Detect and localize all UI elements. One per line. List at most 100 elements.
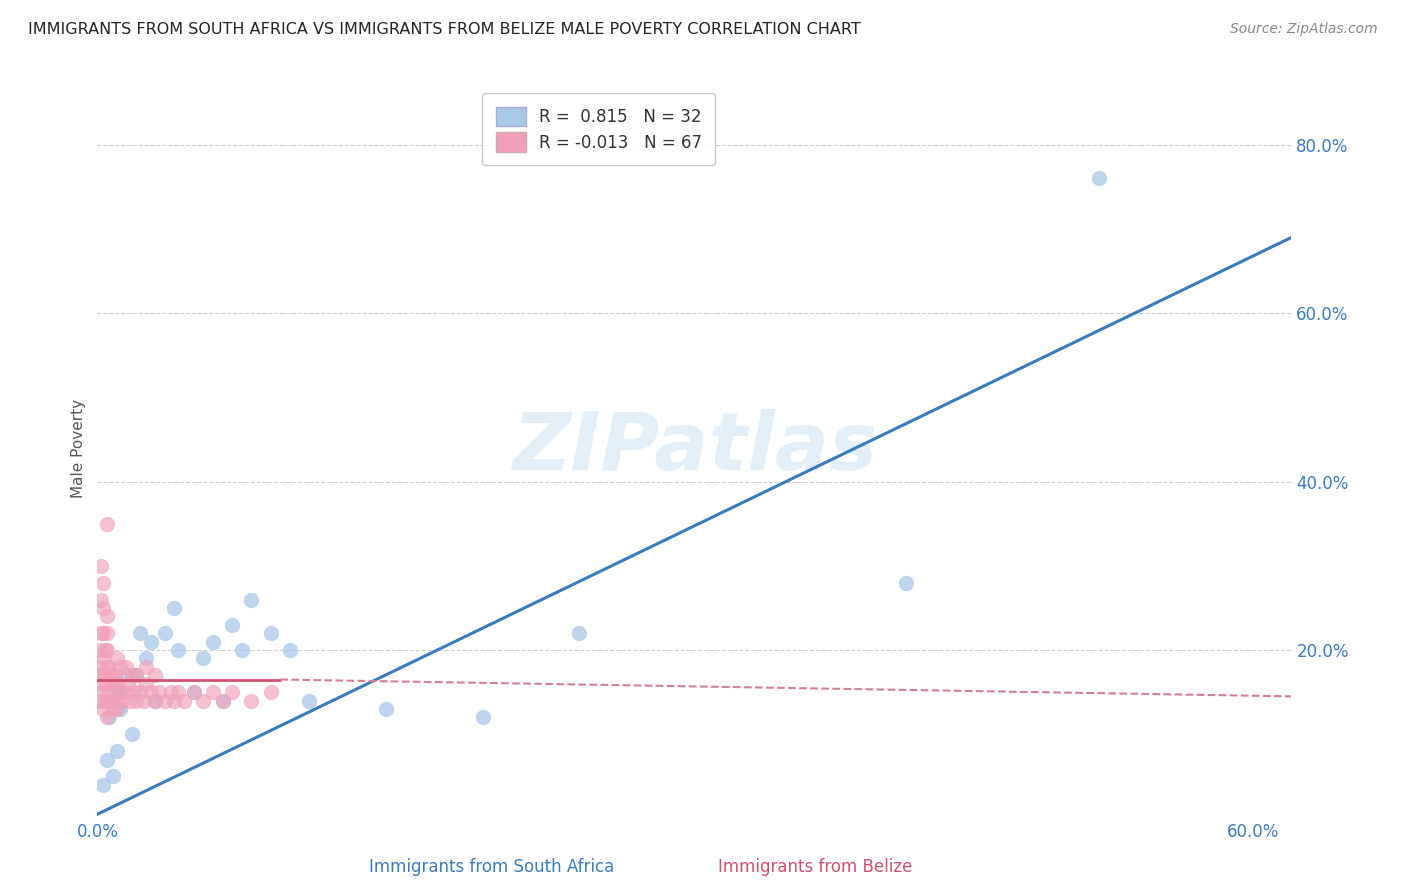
Point — [163, 601, 186, 615]
Point — [91, 778, 114, 792]
Point — [90, 626, 112, 640]
Point — [211, 693, 233, 707]
Point — [159, 685, 181, 699]
Point — [90, 558, 112, 573]
Point — [97, 685, 120, 699]
Point — [110, 685, 132, 699]
Point — [105, 685, 128, 699]
Point — [121, 727, 143, 741]
Point — [104, 668, 127, 682]
Point — [96, 516, 118, 531]
Point — [143, 668, 166, 682]
Point — [471, 710, 494, 724]
Point — [101, 769, 124, 783]
Point — [298, 693, 321, 707]
Point — [111, 693, 134, 707]
Point — [96, 643, 118, 657]
Point — [221, 685, 243, 699]
Point — [125, 668, 148, 682]
Point — [90, 660, 112, 674]
Text: Immigrants from South Africa: Immigrants from South Africa — [370, 858, 614, 876]
Point — [94, 693, 117, 707]
Point — [201, 685, 224, 699]
Point — [117, 677, 139, 691]
Point — [1088, 171, 1111, 186]
Point — [231, 643, 253, 657]
Point — [105, 677, 128, 691]
Point — [91, 651, 114, 665]
Point — [141, 634, 163, 648]
Point — [110, 660, 132, 674]
Point — [101, 702, 124, 716]
Point — [97, 710, 120, 724]
Point — [101, 677, 124, 691]
Point — [167, 643, 190, 657]
Text: Immigrants from Belize: Immigrants from Belize — [718, 858, 912, 876]
Point — [100, 693, 122, 707]
Point — [97, 660, 120, 674]
Point — [121, 668, 143, 682]
Point — [240, 693, 263, 707]
Point — [143, 693, 166, 707]
Point — [221, 617, 243, 632]
Point — [193, 651, 215, 665]
Point — [120, 693, 142, 707]
Point — [260, 626, 283, 640]
Point — [96, 609, 118, 624]
Point — [153, 626, 176, 640]
Point — [105, 702, 128, 716]
Point — [89, 668, 111, 682]
Point — [375, 702, 398, 716]
Point — [96, 626, 118, 640]
Point — [125, 668, 148, 682]
Point — [89, 643, 111, 657]
Point — [110, 702, 132, 716]
Point — [211, 693, 233, 707]
Point — [193, 693, 215, 707]
Point — [183, 685, 205, 699]
Point — [91, 702, 114, 716]
Point — [143, 693, 166, 707]
Point — [201, 634, 224, 648]
Point — [125, 693, 148, 707]
Point — [568, 626, 591, 640]
Point — [89, 693, 111, 707]
Point — [134, 677, 156, 691]
Legend: R =  0.815   N = 32, R = -0.013   N = 67: R = 0.815 N = 32, R = -0.013 N = 67 — [482, 93, 716, 165]
Point — [96, 677, 118, 691]
Point — [91, 601, 114, 615]
Point — [153, 693, 176, 707]
Point — [94, 643, 117, 657]
Point — [105, 744, 128, 758]
Point — [90, 685, 112, 699]
Point — [163, 693, 186, 707]
Y-axis label: Male Poverty: Male Poverty — [72, 399, 86, 498]
Text: IMMIGRANTS FROM SOUTH AFRICA VS IMMIGRANTS FROM BELIZE MALE POVERTY CORRELATION : IMMIGRANTS FROM SOUTH AFRICA VS IMMIGRAN… — [28, 22, 860, 37]
Point — [115, 668, 138, 682]
Point — [96, 752, 118, 766]
Point — [91, 575, 114, 590]
Point — [115, 660, 138, 674]
Point — [132, 693, 155, 707]
Text: Source: ZipAtlas.com: Source: ZipAtlas.com — [1230, 22, 1378, 37]
Point — [96, 710, 118, 724]
Point — [104, 693, 127, 707]
Point — [896, 575, 918, 590]
Point — [141, 685, 163, 699]
Point — [100, 668, 122, 682]
Point — [278, 643, 301, 657]
Point — [96, 660, 118, 674]
Point — [91, 626, 114, 640]
Point — [183, 685, 205, 699]
Point — [148, 685, 170, 699]
Point — [173, 693, 195, 707]
Point — [122, 685, 145, 699]
Text: ZIPatlas: ZIPatlas — [512, 409, 877, 487]
Point — [115, 685, 138, 699]
Point — [134, 651, 156, 665]
Point — [90, 592, 112, 607]
Point — [96, 693, 118, 707]
Point — [91, 677, 114, 691]
Point — [105, 651, 128, 665]
Point — [167, 685, 190, 699]
